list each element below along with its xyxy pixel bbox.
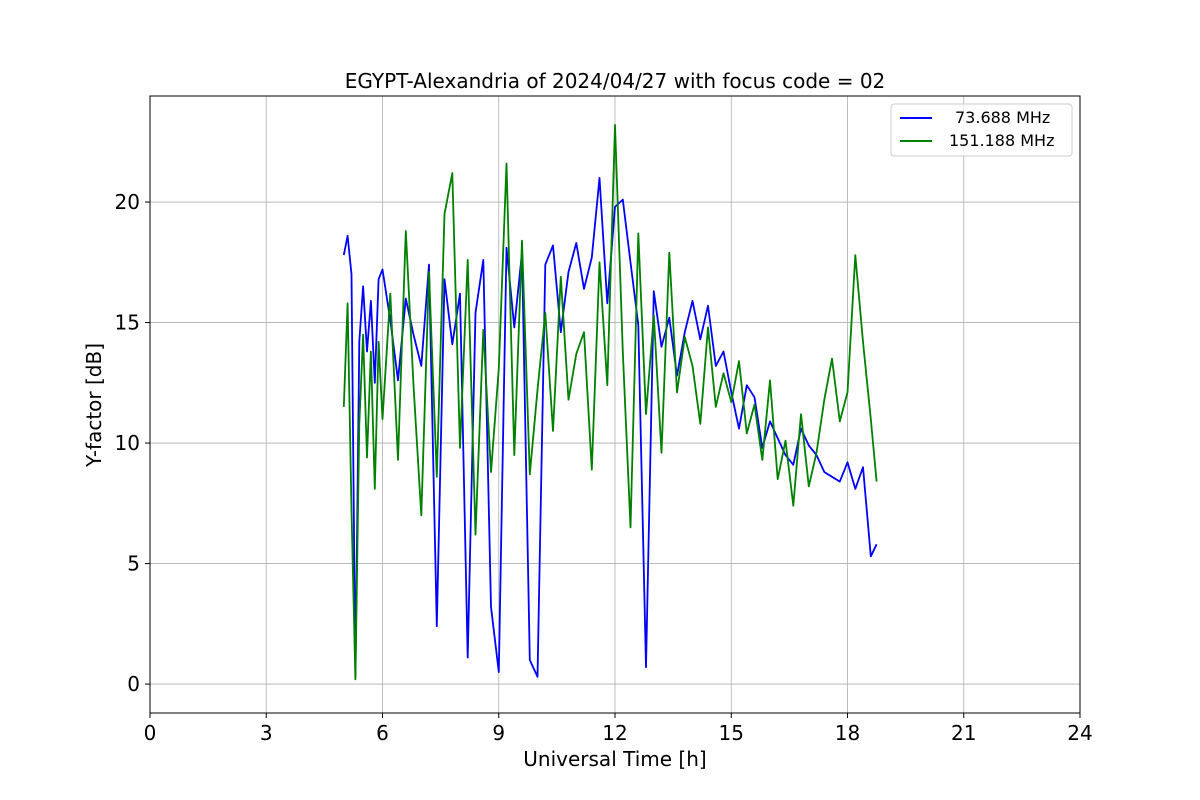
x-tick-label: 6: [376, 721, 389, 745]
legend-label-151-188-mhz: 151.188 MHz: [949, 131, 1054, 150]
x-tick-label: 0: [144, 721, 157, 745]
y-tick-label: 5: [127, 552, 140, 576]
x-tick-label: 15: [719, 721, 744, 745]
x-tick-label: 24: [1067, 721, 1092, 745]
y-tick-label: 0: [127, 672, 140, 696]
chart-title: EGYPT-Alexandria of 2024/04/27 with focu…: [345, 69, 886, 93]
legend: 73.688 MHz 151.188 MHz: [890, 103, 1073, 157]
series-layer: [342, 124, 878, 681]
x-tick-label: 18: [835, 721, 860, 745]
y-tick-label: 10: [115, 431, 140, 455]
x-tick-label: 21: [951, 721, 976, 745]
x-tick-label: 9: [492, 721, 505, 745]
legend-box: [890, 103, 1073, 157]
axis-ticks: 0 3 6 9 12 15 18 21 24 0 5 10 15 20: [115, 190, 1093, 745]
y-tick-label: 20: [115, 190, 140, 214]
x-tick-label: 12: [602, 721, 627, 745]
legend-label-73-688-mhz: 73.688 MHz: [955, 108, 1050, 127]
x-axis-title: Universal Time [h]: [523, 747, 706, 771]
y-axis-title: Y-factor [dB]: [82, 343, 106, 468]
x-tick-label: 3: [260, 721, 273, 745]
y-tick-label: 15: [115, 311, 140, 335]
series-line-151-188-mhz: [342, 124, 878, 681]
